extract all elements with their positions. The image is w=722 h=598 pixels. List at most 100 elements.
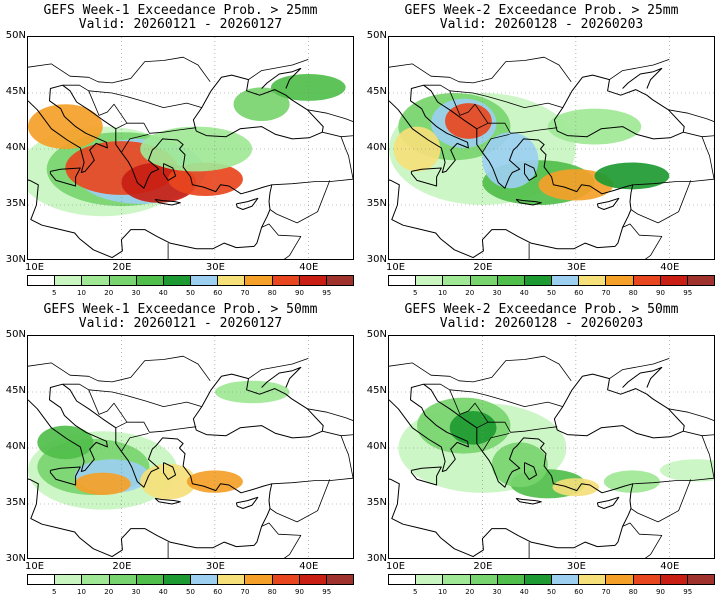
coastline [195, 126, 323, 140]
colorbar-swatch [55, 276, 83, 285]
colorbar-swatch [524, 575, 553, 584]
coastline [49, 167, 81, 187]
panel-valid-dates: Valid: 20260121 - 20260127 [78, 17, 283, 32]
country-border [476, 421, 558, 433]
country-border [632, 178, 714, 186]
longitude-label: 30E [566, 561, 586, 572]
map-panel-1: GEFS Week-1 Exceedance Prob. > 25mm Valid… [0, 0, 361, 299]
colorbar-label: 40 [519, 289, 529, 297]
colorbar [27, 275, 354, 286]
country-border [62, 383, 202, 407]
map-area [27, 335, 354, 559]
colorbar-swatch [524, 276, 553, 285]
colorbar-label: 5 [52, 289, 57, 297]
colorbar-label: 10 [438, 289, 447, 297]
colorbar-label: 20 [104, 588, 114, 596]
colorbar-swatch [326, 276, 354, 285]
coastline [163, 462, 177, 480]
latitude-label: 35N [5, 497, 26, 508]
country-border [269, 479, 331, 523]
coastline [524, 462, 538, 480]
coastline [389, 84, 469, 173]
country-border [307, 109, 353, 123]
colorbar-swatch [389, 575, 417, 584]
probability-contour [140, 463, 197, 500]
coastline [28, 179, 255, 259]
coastline [410, 167, 442, 187]
country-border [683, 430, 714, 437]
coastline [261, 67, 302, 89]
colorbar-swatch [191, 575, 219, 584]
coastline [423, 383, 545, 488]
coastline [179, 447, 273, 546]
longitude-label: 10E [386, 262, 406, 273]
longitude-label: 30E [205, 561, 225, 572]
colorbar-swatch [245, 575, 273, 584]
colorbar-swatch [272, 575, 300, 584]
colorbar-swatch [552, 276, 580, 285]
probability-contour [552, 478, 600, 497]
colorbar-swatch [389, 276, 417, 285]
country-border [28, 56, 211, 84]
colorbar-label: 60 [574, 289, 584, 297]
coastline [192, 373, 324, 432]
colorbar-swatch [633, 575, 661, 584]
colorbar-label: 60 [213, 588, 223, 596]
coastline [62, 383, 184, 488]
coastline [410, 466, 442, 486]
colorbar-label: 50 [186, 289, 195, 297]
colorbar-swatch [660, 575, 688, 584]
country-border [28, 355, 211, 383]
coastline [423, 84, 545, 189]
country-border [88, 90, 128, 124]
colorbar [388, 574, 715, 585]
colorbar-label: 30 [131, 289, 141, 297]
colorbar-swatch [28, 575, 56, 584]
map-panel-2: GEFS Week-2 Exceedance Prob. > 25mm Valid… [361, 0, 722, 299]
country-border [449, 389, 489, 423]
latitude-label: 45N [366, 86, 387, 97]
country-border [389, 355, 572, 383]
country-border [389, 56, 572, 84]
colorbar-label: 30 [131, 588, 141, 596]
colorbar-label: 70 [240, 588, 250, 596]
country-border [269, 180, 331, 224]
probability-contour [491, 442, 548, 488]
longitude-label: 20E [473, 262, 493, 273]
latitude-label: 50N [366, 329, 387, 340]
colorbar-swatch [272, 276, 300, 285]
latitude-label: 30N [5, 553, 26, 564]
latitude-label: 30N [366, 254, 387, 265]
probability-contour [28, 104, 103, 149]
colorbar-label: 5 [413, 588, 418, 596]
country-border [630, 479, 692, 523]
colorbar-swatch [497, 575, 525, 584]
panel-title: GEFS Week-1 Exceedance Prob. > 50mm [43, 302, 318, 317]
colorbar-swatch [55, 575, 83, 584]
probability-contour [74, 472, 131, 496]
coastline [596, 197, 620, 210]
coastline [622, 67, 663, 89]
colorbar-label: 30 [492, 289, 502, 297]
panel-valid-dates: Valid: 20260121 - 20260127 [78, 316, 283, 331]
map-area [388, 335, 715, 559]
colorbar-label: 50 [547, 588, 556, 596]
country-border [668, 408, 714, 422]
latitude-label: 50N [5, 30, 26, 41]
latitude-label: 40N [366, 142, 387, 153]
colorbar-label: 70 [240, 289, 250, 297]
coastline [28, 478, 255, 558]
colorbar-label: 80 [628, 289, 638, 297]
map-area [388, 36, 715, 260]
colorbar-swatch [136, 276, 164, 285]
coastline [389, 383, 469, 472]
colorbar-label: 20 [465, 588, 475, 596]
coastline [235, 197, 259, 210]
colorbar-label: 95 [322, 588, 332, 596]
colorbar-swatch [28, 276, 56, 285]
colorbar-label: 30 [492, 588, 502, 596]
coastline [389, 478, 616, 558]
colorbar-label: 80 [628, 588, 638, 596]
country-border [88, 389, 128, 423]
country-border [449, 90, 489, 124]
